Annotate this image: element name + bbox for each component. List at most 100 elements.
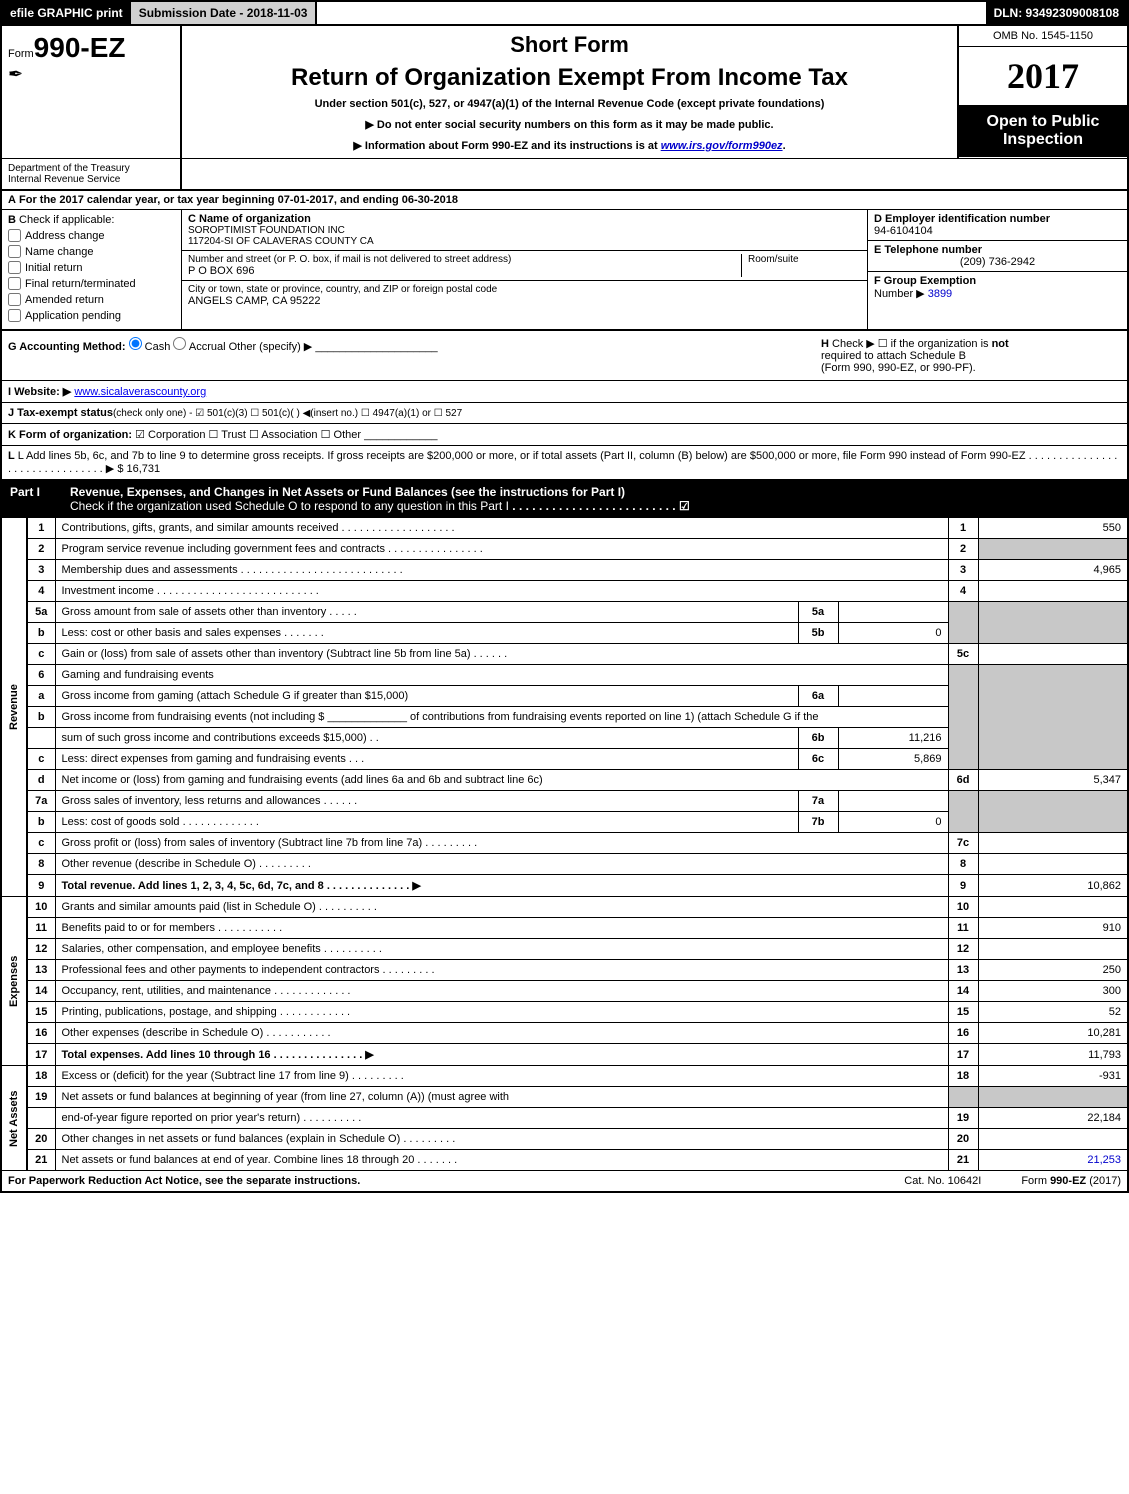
check-final-return[interactable]: Final return/terminated [8,277,175,290]
r5c-val [978,644,1128,665]
check-initial-return[interactable]: Initial return [8,261,175,274]
footer-right-form: 990-EZ [1050,1175,1086,1187]
n21-num: 21 [27,1150,55,1171]
n19a-desc: Net assets or fund balances at beginning… [55,1087,948,1108]
row-11: 11 Benefits paid to or for members . . .… [1,918,1128,939]
e10-num: 10 [27,897,55,918]
r9-val: 10,862 [978,875,1128,897]
n19a-val [978,1087,1128,1108]
check-address-change[interactable]: Address change [8,229,175,242]
n19-val: 22,184 [978,1108,1128,1129]
r7a-num: 7a [27,791,55,812]
dept-row: Department of the Treasury Internal Reve… [0,158,1129,191]
r7a-sn: 7a [798,791,838,812]
section-h: H Check ▶ ☐ if the organization is not r… [821,337,1121,374]
r3-num: 3 [27,560,55,581]
radio-cash[interactable] [129,337,142,350]
radio-accrual[interactable] [173,337,186,350]
r7b-sv: 0 [838,812,948,833]
n19-ln: 19 [948,1108,978,1129]
r3-val: 4,965 [978,560,1128,581]
r5a-desc: Gross amount from sale of assets other t… [62,606,327,618]
row-8: 8 Other revenue (describe in Schedule O)… [1,854,1128,875]
r7b-desc: Less: cost of goods sold [62,816,180,828]
n21-val: 21,253 [978,1150,1128,1171]
org-name-2: 117204-SI OF CALAVERAS COUNTY CA [188,236,861,247]
r6c-sv: 5,869 [838,749,948,770]
e16-val: 10,281 [978,1023,1128,1044]
r1-desc: Contributions, gifts, grants, and simila… [62,522,339,534]
section-j: J Tax-exempt status(check only one) - ☑ … [0,403,1129,424]
tax-year: 2017 [959,47,1127,105]
row-17: 17 Total expenses. Add lines 10 through … [1,1044,1128,1066]
g-label: G Accounting Method: [8,341,126,353]
r7c-desc: Gross profit or (loss) from sales of inv… [62,837,423,849]
r4-ln: 4 [948,581,978,602]
website-link[interactable]: www.sicalaverascounty.org [74,386,206,398]
irs-link[interactable]: www.irs.gov/form990ez [661,140,783,152]
check-application-pending[interactable]: Application pending [8,309,175,322]
e14-val: 300 [978,981,1128,1002]
e16-num: 16 [27,1023,55,1044]
r7c-val [978,833,1128,854]
r7b-sn: 7b [798,812,838,833]
checkbox-pending[interactable] [8,309,21,322]
r6b2-desc: sum of such gross income and contributio… [62,732,367,744]
row-16: 16 Other expenses (describe in Schedule … [1,1023,1128,1044]
footer: For Paperwork Reduction Act Notice, see … [0,1171,1129,1193]
expenses-side-label: Expenses [1,897,27,1066]
dln-label: DLN: 93492309008108 [986,2,1127,24]
section-c: C Name of organization SOROPTIMIST FOUND… [182,210,867,329]
gh-row: G Accounting Method: Cash Accrual Other … [0,331,1129,381]
open-to-public: Open to Public Inspection [959,105,1127,157]
r4-desc: Investment income [62,585,154,597]
checkbox-amended[interactable] [8,293,21,306]
phone-value: (209) 736-2942 [874,256,1121,268]
dept-line1: Department of the Treasury [8,163,174,174]
checkbox-final[interactable] [8,277,21,290]
r9-num: 9 [27,875,55,897]
h-text3: (Form 990, 990-EZ, or 990-PF). [821,362,976,374]
city-label: City or town, state or province, country… [188,284,861,295]
n20-ln: 20 [948,1129,978,1150]
row-10: Expenses 10 Grants and similar amounts p… [1,897,1128,918]
e10-ln: 10 [948,897,978,918]
b-label: B [8,214,16,226]
room-label: Room/suite [748,254,861,265]
r6a-sv [838,686,948,707]
n18-num: 18 [27,1066,55,1087]
row-3: 3 Membership dues and assessments . . . … [1,560,1128,581]
n18-desc: Excess or (deficit) for the year (Subtra… [62,1070,349,1082]
main-title: Return of Organization Exempt From Incom… [192,64,947,92]
title-box: Short Form Return of Organization Exempt… [182,26,957,158]
h-text2: required to attach Schedule B [821,350,966,362]
n21-ln: 21 [948,1150,978,1171]
r5b-num: b [27,623,55,644]
n19a-ln [948,1087,978,1108]
e10-val [978,897,1128,918]
checkbox-initial[interactable] [8,261,21,274]
sub-title: Under section 501(c), 527, or 4947(a)(1)… [192,98,947,110]
r3-ln: 3 [948,560,978,581]
e11-num: 11 [27,918,55,939]
omb-number: OMB No. 1545-1150 [959,26,1127,47]
e12-val [978,939,1128,960]
row-19b: end-of-year figure reported on prior yea… [1,1108,1128,1129]
e17-num: 17 [27,1044,55,1066]
k-options: ☑ Corporation ☐ Trust ☐ Association ☐ Ot… [135,429,361,441]
l-amount: $ 16,731 [117,463,160,475]
e-row: E Telephone number (209) 736-2942 [868,241,1127,272]
check-lbl-5: Application pending [25,310,121,322]
j-label: J Tax-exempt status [8,407,113,419]
revenue-table: Revenue 1 Contributions, gifts, grants, … [0,517,1129,1171]
r7ab-ln [948,791,978,833]
r6-desc: Gaming and fundraising events [55,665,948,686]
check-amended-return[interactable]: Amended return [8,293,175,306]
checkbox-address[interactable] [8,229,21,242]
checkbox-name[interactable] [8,245,21,258]
check-name-change[interactable]: Name change [8,245,175,258]
short-form-title: Short Form [192,32,947,58]
h-not: not [992,338,1009,350]
revenue-side-label: Revenue [1,518,27,897]
l-text: L Add lines 5b, 6c, and 7b to line 9 to … [18,450,1026,462]
